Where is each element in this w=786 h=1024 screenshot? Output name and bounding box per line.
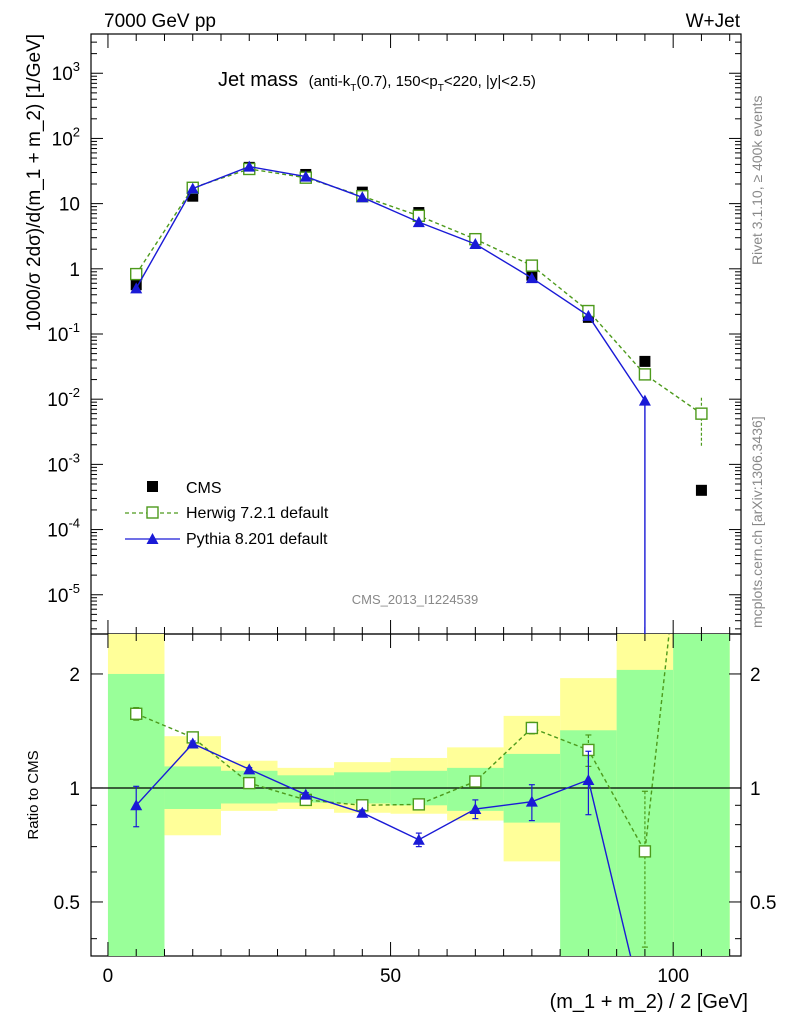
- ratio-data-point: [469, 775, 482, 788]
- legend-herwig-marker: [146, 506, 159, 519]
- legend-pythia-label: Pythia 8.201 default: [186, 531, 328, 548]
- ratio-data-point: [356, 806, 369, 818]
- main-ytick-label: 10-2: [47, 385, 80, 411]
- title-sub-3: (0.7), 150<p: [356, 73, 437, 90]
- ratio-xlabel: (m_1 + m_2) / 2 [GeV]: [550, 991, 748, 1013]
- plot-title: Jet mass (anti-kT(0.7), 150<pT<220, |y|<…: [218, 69, 536, 94]
- main-data-point: [469, 238, 482, 250]
- main-data-point: [412, 216, 425, 228]
- title-sub-5: <220, |y|<2.5): [444, 73, 536, 90]
- main-axis-ticks: 10-5 10-4 10-3 10-2 10-1 1 10 102 103: [47, 33, 741, 634]
- ratio-ytick-label: 0.5: [54, 893, 80, 914]
- header-left: 7000 GeV pp: [104, 11, 216, 32]
- main-series-layer: [130, 160, 708, 634]
- main-ytick-label: 10-4: [47, 516, 80, 542]
- ratio-ytick-label: 2: [69, 665, 80, 686]
- ratio-ylabel: Ratio to CMS: [25, 750, 42, 839]
- main-data-point: [356, 191, 369, 203]
- main-data-point: [186, 182, 199, 194]
- rivet-note: Rivet 3.1.10, ≥ 400k events: [749, 95, 765, 265]
- ratio-series-line: [135, 742, 632, 956]
- main-data-point: [525, 272, 538, 284]
- legend-cms-marker: [147, 481, 158, 492]
- ratio-data-point: [525, 795, 538, 807]
- main-series-line: [135, 165, 646, 634]
- ratio-axis-ticks: 0.5 0.5 1 1 2 2 0 50 100: [54, 634, 776, 987]
- ratio-uncertainty-bands: [107, 634, 730, 956]
- ratio-data-point: [243, 776, 256, 790]
- ratio-data-point: [130, 799, 143, 811]
- legend-pythia-marker: [146, 533, 159, 544]
- ratio-data-point: [469, 802, 482, 814]
- ratio-data-point: [525, 721, 539, 735]
- legend-herwig-label: Herwig 7.2.1 default: [186, 505, 329, 522]
- main-series-line: [135, 168, 702, 415]
- main-data-point: [187, 190, 199, 202]
- main-ytick-label: 103: [52, 59, 80, 85]
- main-data-point: [130, 267, 143, 281]
- main-ytick-label: 102: [52, 124, 80, 150]
- ratio-data-point: [243, 763, 256, 775]
- ratio-data-point: [638, 845, 652, 858]
- main-ytick-label: 10-1: [47, 320, 80, 346]
- ratio-ytick-label: 1: [69, 779, 80, 800]
- legend-cms-label: CMS: [186, 480, 222, 497]
- main-ylabel: 1000/σ 2dσ)/d(m_1 + m_2) [1/GeV]: [24, 34, 45, 332]
- ratio-ytick-label-right: 0.5: [750, 893, 776, 914]
- main-data-point: [525, 259, 539, 272]
- ratio-data-point: [299, 788, 312, 800]
- ratio-panel-frame: [90, 633, 742, 957]
- mcplots-note: mcplots.cern.ch [arXiv:1306.3436]: [749, 416, 765, 628]
- main-ytick-label: 1: [69, 260, 80, 281]
- legend: CMS Herwig 7.2.1 default Pythia 8.201 de…: [125, 480, 329, 548]
- ratio-ytick-label-right: 2: [750, 665, 761, 686]
- main-data-point: [243, 160, 256, 172]
- title-main: Jet mass: [218, 69, 298, 91]
- title-sub-2: T: [350, 83, 356, 94]
- ratio-data-point: [412, 833, 425, 845]
- main-data-point: [695, 407, 708, 420]
- ratio-data-point: [412, 798, 426, 811]
- main-ytick-label: 10-3: [47, 450, 80, 476]
- ratio-xtick-label: 50: [380, 966, 401, 987]
- title-sub-1: (anti-k: [309, 73, 351, 90]
- ratio-xtick-label: 100: [657, 966, 689, 987]
- main-ytick-label: 10-5: [47, 581, 80, 607]
- main-data-point: [639, 355, 651, 367]
- ratio-ytick-label-right: 1: [750, 779, 761, 800]
- ratio-data-point: [186, 737, 199, 749]
- title-sub-4: T: [438, 83, 444, 94]
- inner-band-bin: [673, 634, 730, 956]
- main-data-point: [582, 309, 595, 321]
- ratio-series-layer: [130, 634, 670, 956]
- header-right: W+Jet: [686, 11, 741, 32]
- main-data-point: [695, 484, 707, 496]
- ratio-data-point: [130, 707, 143, 720]
- ratio-xtick-label: 0: [103, 966, 114, 987]
- ratio-data-point: [582, 773, 595, 785]
- main-data-point: [638, 368, 652, 381]
- main-ytick-label: 10: [59, 195, 80, 216]
- main-data-point: [638, 394, 651, 406]
- analysis-label: CMS_2013_I1224539: [352, 592, 479, 607]
- main-data-point: [130, 282, 143, 294]
- main-data-point: [299, 170, 312, 182]
